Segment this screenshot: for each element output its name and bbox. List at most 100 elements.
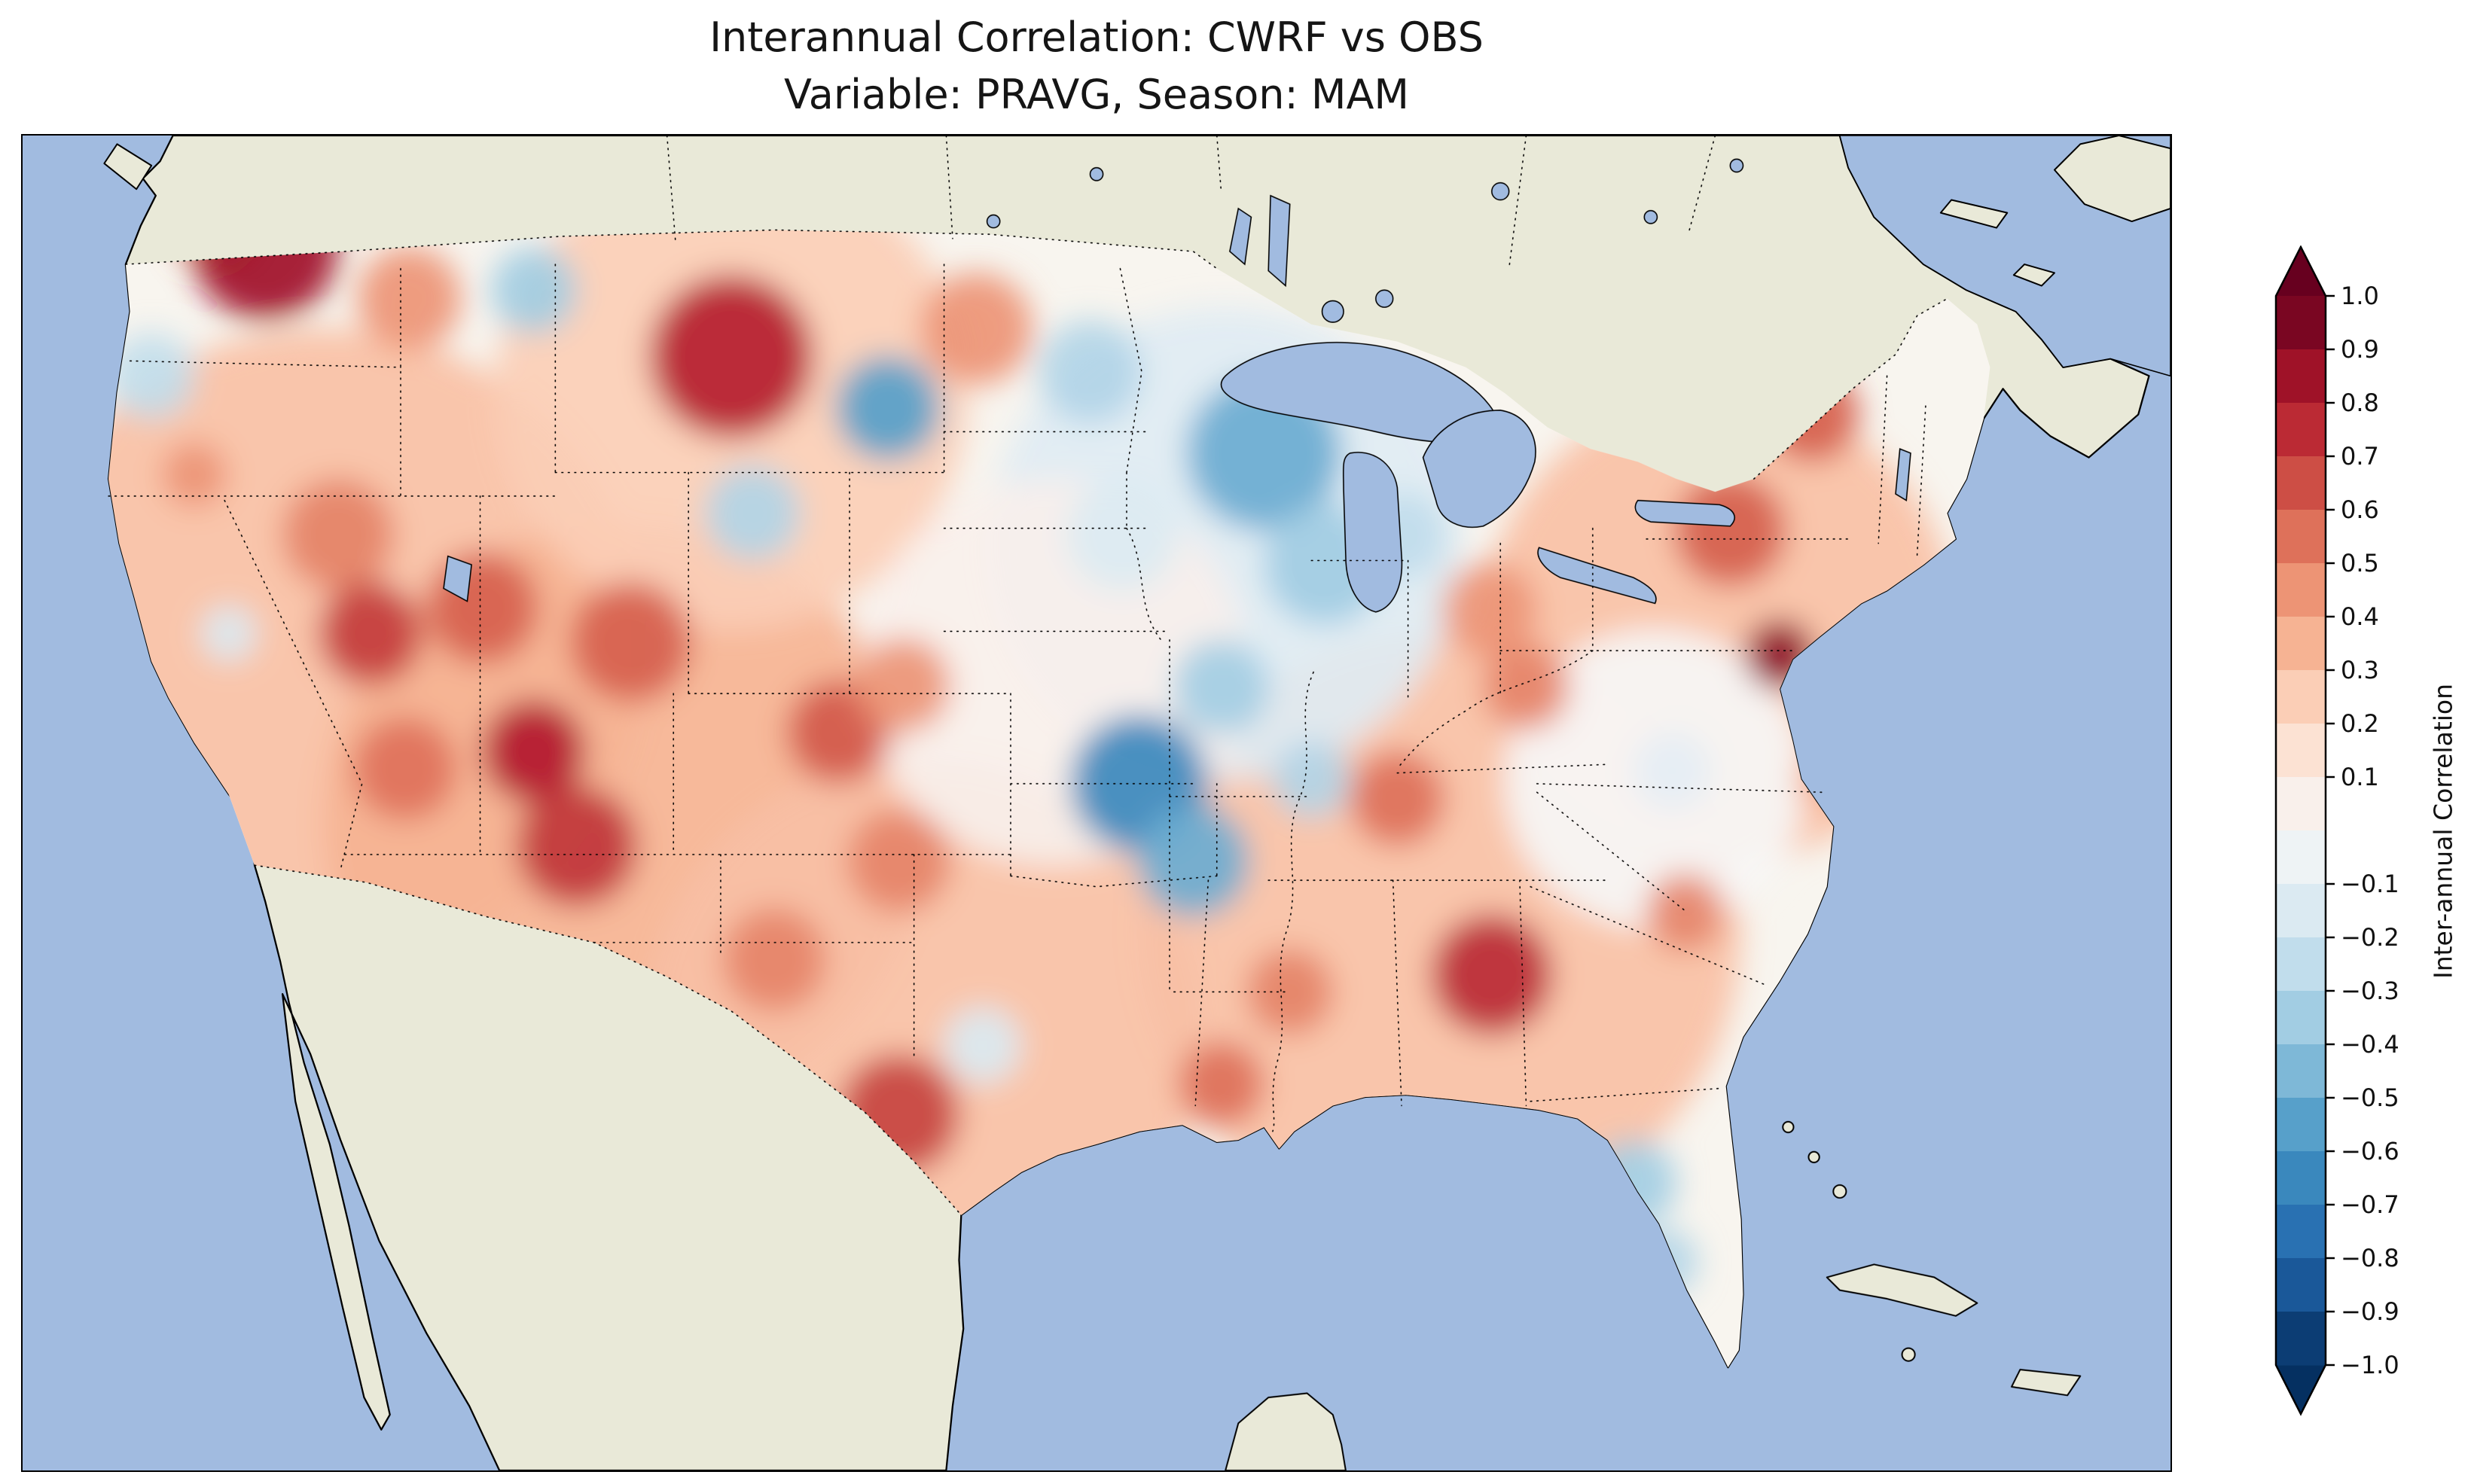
field-region-california-coast bbox=[162, 442, 227, 507]
field-region-arkansas-min bbox=[1137, 805, 1249, 917]
field-region-georgia-alabama-max bbox=[1431, 914, 1552, 1035]
lake-michigan bbox=[1342, 452, 1403, 613]
colorbar-tick-label: −0.6 bbox=[2341, 1137, 2399, 1166]
field-region-lower-ohio-min bbox=[1272, 740, 1350, 818]
colorbar-band bbox=[2276, 884, 2326, 938]
newfoundland-island bbox=[2053, 136, 2170, 223]
field-region-idaho bbox=[357, 247, 461, 351]
colorbar: 1.0 0.9 0.8 0.7 0.6 0.5 0.4 0.3 0.2 0.1 −0.1 −0.2 −0… bbox=[2274, 245, 2399, 1416]
bahamas-island bbox=[1807, 1150, 1820, 1163]
colorbar-tick-label: 0.9 bbox=[2341, 335, 2379, 364]
field-region-pennsylvania-new-york bbox=[1674, 474, 1786, 587]
colorbar-band bbox=[2276, 1258, 2326, 1312]
lake-nipigon bbox=[1321, 300, 1344, 323]
lake-winnipegosis bbox=[1228, 207, 1252, 266]
field-region-four-corners-max bbox=[482, 699, 586, 803]
colorbar-bands bbox=[2276, 247, 2326, 1414]
jamaica bbox=[1901, 1347, 1916, 1362]
lake-of-the-woods bbox=[1374, 289, 1394, 308]
map-axes bbox=[21, 134, 2172, 1472]
field-region-missouri-illinois-min bbox=[1173, 639, 1269, 735]
islands bbox=[1225, 1120, 2082, 1470]
anticosti-island bbox=[1939, 199, 2009, 229]
colorbar-tick-label: 1.0 bbox=[2341, 282, 2379, 310]
colorbar-band bbox=[2276, 1151, 2326, 1205]
field-region-tennessee bbox=[1350, 751, 1445, 846]
colorbar-band bbox=[2276, 563, 2326, 617]
colorbar-band bbox=[2276, 296, 2326, 350]
state-borders bbox=[108, 264, 1926, 1132]
small-lakes bbox=[443, 158, 1911, 602]
colorbar-tick-label: −0.9 bbox=[2341, 1297, 2399, 1326]
colorbar-tick-label: 0.1 bbox=[2341, 763, 2379, 791]
field-region-ohio bbox=[1442, 562, 1537, 657]
colorbar-tick-label: −0.3 bbox=[2341, 977, 2399, 1005]
field-region-south-carolina-coast bbox=[1646, 873, 1724, 952]
field-region-virginia bbox=[1634, 732, 1711, 810]
field-region-wyoming-border-min bbox=[836, 356, 940, 460]
field-region-minnesota-min bbox=[1038, 320, 1142, 423]
colorbar-ticks: 1.0 0.9 0.8 0.7 0.6 0.5 0.4 0.3 0.2 0.1 −0.1 −0.2 −0… bbox=[2326, 282, 2399, 1379]
colorbar-band bbox=[2276, 1312, 2326, 1366]
bahamas-island bbox=[1782, 1120, 1795, 1134]
field-region-colorado bbox=[570, 581, 691, 702]
colorbar-band bbox=[2276, 1098, 2326, 1152]
colorbar-band bbox=[2276, 617, 2326, 671]
hispaniola bbox=[2010, 1369, 2082, 1397]
colorbar-band bbox=[2276, 991, 2326, 1045]
colorbar-tick-label: 0.3 bbox=[2341, 656, 2379, 684]
colorbar-tick-label: −0.4 bbox=[2341, 1030, 2399, 1059]
colorbar-tick-label: 0.7 bbox=[2341, 442, 2379, 471]
lake-champlain bbox=[1895, 448, 1911, 501]
colorbar-band bbox=[2276, 830, 2326, 885]
province-borders bbox=[666, 136, 1716, 270]
colorbar-tick-label: 0.2 bbox=[2341, 709, 2379, 738]
title-line-2: Variable: PRAVG, Season: MAM bbox=[784, 71, 1409, 118]
bahamas-island bbox=[1832, 1184, 1847, 1199]
colorbar-extend-min bbox=[2276, 1365, 2326, 1414]
lake-winnipeg bbox=[1268, 194, 1291, 288]
colorbar-tick-label: −0.2 bbox=[2341, 923, 2399, 952]
colorbar-band bbox=[2276, 777, 2326, 831]
canadian-lake bbox=[986, 214, 1001, 229]
field-region-central-kansas bbox=[856, 638, 951, 733]
colorbar-band bbox=[2276, 1044, 2326, 1099]
field-region-oregon-coast-min bbox=[108, 333, 195, 419]
colorbar-tick-label: 0.5 bbox=[2341, 549, 2379, 577]
great-lakes bbox=[1220, 342, 1735, 613]
figure-title: Interannual Correlation: CWRF vs OBS Var… bbox=[21, 9, 2172, 123]
title-line-1: Interannual Correlation: CWRF vs OBS bbox=[709, 14, 1484, 61]
field-region-mississippi bbox=[1246, 949, 1333, 1035]
colorbar-extend-max bbox=[2276, 247, 2326, 296]
cuba bbox=[1826, 1263, 1978, 1317]
lake-ontario bbox=[1634, 499, 1735, 527]
international-borders bbox=[125, 229, 1948, 1216]
field-region-nevada bbox=[282, 479, 395, 591]
colorbar-tick-label: 0.4 bbox=[2341, 602, 2379, 631]
map-figure bbox=[23, 136, 2170, 1470]
prince-edward-island bbox=[2012, 264, 2055, 287]
lake-huron bbox=[1422, 410, 1536, 528]
field-region-utah bbox=[426, 551, 538, 664]
field-region-west-texas bbox=[722, 908, 826, 1011]
field-region-louisiana bbox=[1178, 1041, 1264, 1127]
colorbar-tick-label: −0.1 bbox=[2341, 870, 2399, 898]
colorbar-band bbox=[2276, 349, 2326, 404]
field-region-central-california bbox=[200, 605, 257, 662]
field-region-montana-max bbox=[649, 275, 813, 438]
colorbar-tick-label: −0.7 bbox=[2341, 1190, 2399, 1219]
yucatan-peninsula bbox=[1225, 1392, 1347, 1470]
colorbar-tick-label: −1.0 bbox=[2341, 1351, 2399, 1379]
canadian-lake bbox=[1729, 158, 1744, 173]
colorbar-band bbox=[2276, 670, 2326, 724]
field-region-new-mexico-max bbox=[516, 785, 637, 907]
field-region-nebraska-colorado-min bbox=[705, 465, 801, 561]
field-region-west-montana-min bbox=[490, 247, 577, 334]
colorbar-band bbox=[2276, 403, 2326, 457]
colorbar-band bbox=[2276, 1205, 2326, 1259]
field-region-oklahoma bbox=[847, 809, 951, 913]
field-region-north-dakota bbox=[920, 273, 1033, 385]
colorbar-band bbox=[2276, 937, 2326, 992]
field-region-appalachia bbox=[1483, 644, 1570, 730]
